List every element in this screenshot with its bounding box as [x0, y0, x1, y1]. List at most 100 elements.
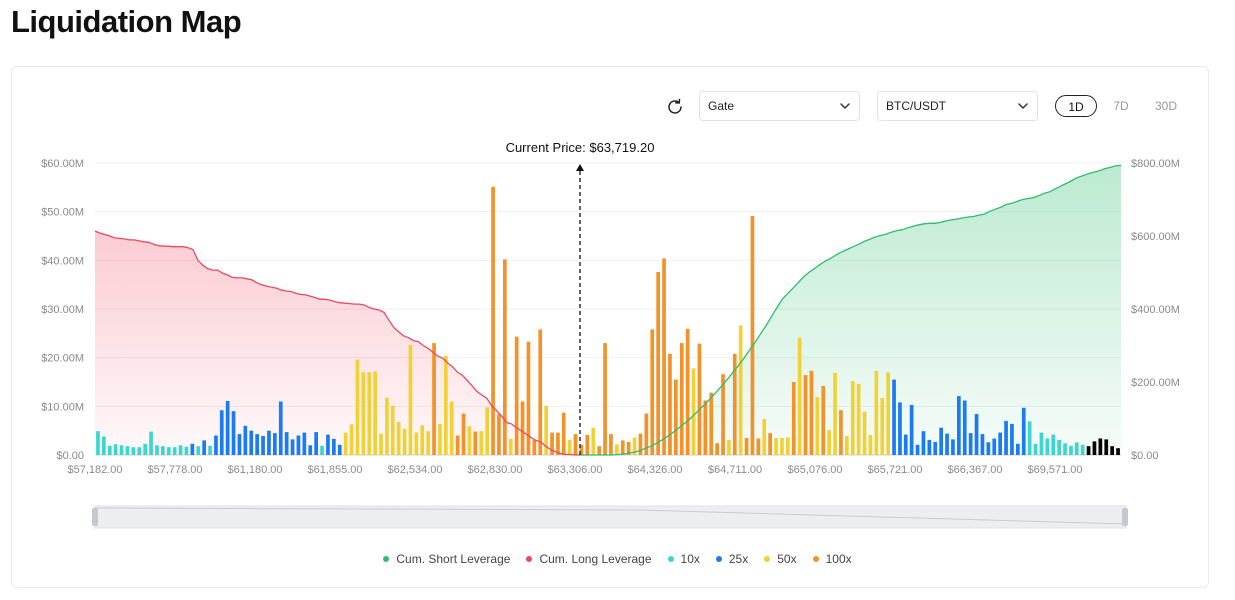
liquidation-bar-100x — [597, 446, 601, 455]
tab-7d[interactable]: 7D — [1113, 99, 1129, 113]
liquidation-bar-10x — [96, 431, 100, 455]
liquidation-bar-100x — [697, 343, 702, 455]
x-tick-label: $57,182.00 — [67, 464, 122, 476]
liquidation-bar-50x — [738, 325, 743, 455]
liquidation-bar-100x — [679, 343, 684, 455]
tab-30d[interactable]: 30D — [1154, 99, 1177, 113]
liquidation-bar-100x — [585, 435, 590, 455]
liquidation-bar-100x — [709, 392, 714, 455]
liquidation-bar-undefined — [1092, 441, 1097, 455]
liquidation-bar-25x — [903, 434, 908, 455]
pair-select[interactable]: BTC/USDT — [877, 91, 1038, 121]
y-left-tick-label: $20.00M — [41, 353, 84, 365]
liquidation-bar-25x — [951, 439, 955, 455]
liquidation-bar-25x — [290, 439, 295, 455]
x-tick-label: $63,306.00 — [547, 464, 602, 476]
liquidation-bar-50x — [815, 397, 820, 455]
liquidation-bar-100x — [721, 374, 725, 455]
liquidation-bar-50x — [632, 437, 637, 455]
liquidation-bar-10x — [161, 446, 165, 455]
liquidation-bar-100x — [668, 353, 672, 455]
liquidation-bar-50x — [862, 411, 867, 455]
legend-item-10x[interactable]: 10x — [667, 552, 700, 566]
liquidation-bar-100x — [503, 259, 507, 455]
liquidation-bar-25x — [1016, 443, 1020, 455]
liquidation-bar-25x — [219, 410, 224, 455]
liquidation-bar-100x — [732, 353, 737, 455]
liquidation-bar-25x — [1010, 423, 1014, 455]
x-tick-label: $65,721.00 — [867, 464, 922, 476]
liquidation-bar-10x — [119, 445, 124, 455]
liquidation-bar-100x — [839, 410, 843, 455]
liquidation-bar-50x — [827, 430, 831, 455]
liquidation-bar-50x — [385, 397, 389, 455]
legend-item-cum-long[interactable]: Cum. Long Leverage — [526, 552, 652, 566]
liquidation-bar-50x — [880, 398, 885, 455]
time-range-tabs: 1D 7D 30D — [1055, 95, 1187, 117]
liquidation-bar-25x — [214, 435, 218, 455]
liquidation-bar-100x — [662, 258, 666, 455]
liquidation-bar-100x — [803, 375, 808, 455]
liquidation-bar-10x — [155, 445, 159, 455]
liquidation-bar-25x — [992, 438, 997, 455]
liquidation-bar-25x — [915, 444, 920, 455]
legend-label: Cum. Short Leverage — [396, 552, 511, 566]
zoom-handle-right[interactable] — [1122, 508, 1128, 526]
liquidation-bar-50x — [396, 421, 401, 455]
liquidation-bar-25x — [933, 441, 938, 455]
liquidation-bar-100x — [573, 434, 578, 455]
liquidation-bar-50x — [691, 368, 696, 455]
liquidation-bar-100x — [626, 441, 631, 455]
y-left-tick-label: $0.00 — [56, 450, 84, 462]
liquidation-bar-50x — [449, 401, 454, 455]
legend-dot — [812, 556, 819, 562]
liquidation-bar-25x — [202, 440, 206, 455]
refresh-icon[interactable] — [665, 97, 685, 117]
liquidation-bar-undefined — [1110, 446, 1114, 455]
cum-long-area — [95, 231, 580, 455]
liquidation-bar-25x — [225, 401, 230, 455]
liquidation-bar-50x — [426, 431, 430, 455]
liquidation-bar-50x — [856, 383, 861, 455]
liquidation-bar-10x — [208, 445, 212, 455]
x-tick-label: $57,778.00 — [147, 464, 202, 476]
liquidation-bar-25x — [898, 402, 902, 455]
legend-label: 50x — [777, 552, 797, 566]
zoom-handle-left[interactable] — [92, 508, 98, 526]
y-right-tick-label: $200.00M — [1131, 377, 1180, 389]
liquidation-bar-100x — [491, 186, 495, 456]
tab-1d[interactable]: 1D — [1055, 95, 1097, 117]
liquidation-bar-25x — [927, 439, 932, 455]
liquidation-bar-10x — [1051, 434, 1056, 455]
liquidation-bar-25x — [974, 414, 979, 455]
liquidation-bar-10x — [1027, 421, 1032, 455]
chevron-down-icon — [840, 103, 850, 109]
y-left-tick-label: $30.00M — [41, 304, 84, 316]
liquidation-bar-50x — [479, 431, 484, 455]
legend-dot — [383, 556, 390, 562]
legend-item-25x[interactable]: 25x — [715, 552, 748, 566]
legend-item-cum-short[interactable]: Cum. Short Leverage — [383, 552, 510, 566]
liquidation-bar-undefined — [1104, 439, 1109, 455]
legend-item-50x[interactable]: 50x — [764, 552, 797, 566]
x-tick-label: $64,711.00 — [708, 464, 762, 476]
liquidation-bar-100x — [473, 431, 478, 455]
liquidation-bar-50x — [786, 437, 790, 455]
liquidation-bar-50x — [414, 432, 419, 455]
liquidation-bar-100x — [526, 341, 531, 455]
liquidation-bar-50x — [774, 438, 778, 455]
liquidation-bar-50x — [373, 371, 377, 455]
liquidation-bar-50x — [780, 438, 784, 455]
legend-label: Cum. Long Leverage — [539, 552, 652, 566]
liquidation-bar-25x — [278, 401, 283, 455]
liquidation-bar-100x — [455, 435, 460, 455]
liquidation-bar-10x — [1045, 438, 1050, 455]
liquidation-bar-50x — [591, 427, 596, 455]
exchange-select[interactable]: Gate — [699, 91, 860, 121]
liquidation-bar-50x — [390, 405, 395, 455]
liquidation-bar-100x — [579, 444, 584, 455]
liquidation-bar-100x — [750, 216, 755, 455]
liquidation-bar-10x — [125, 446, 130, 455]
legend-item-100x[interactable]: 100x — [812, 552, 852, 566]
liquidation-bar-100x — [609, 434, 613, 455]
